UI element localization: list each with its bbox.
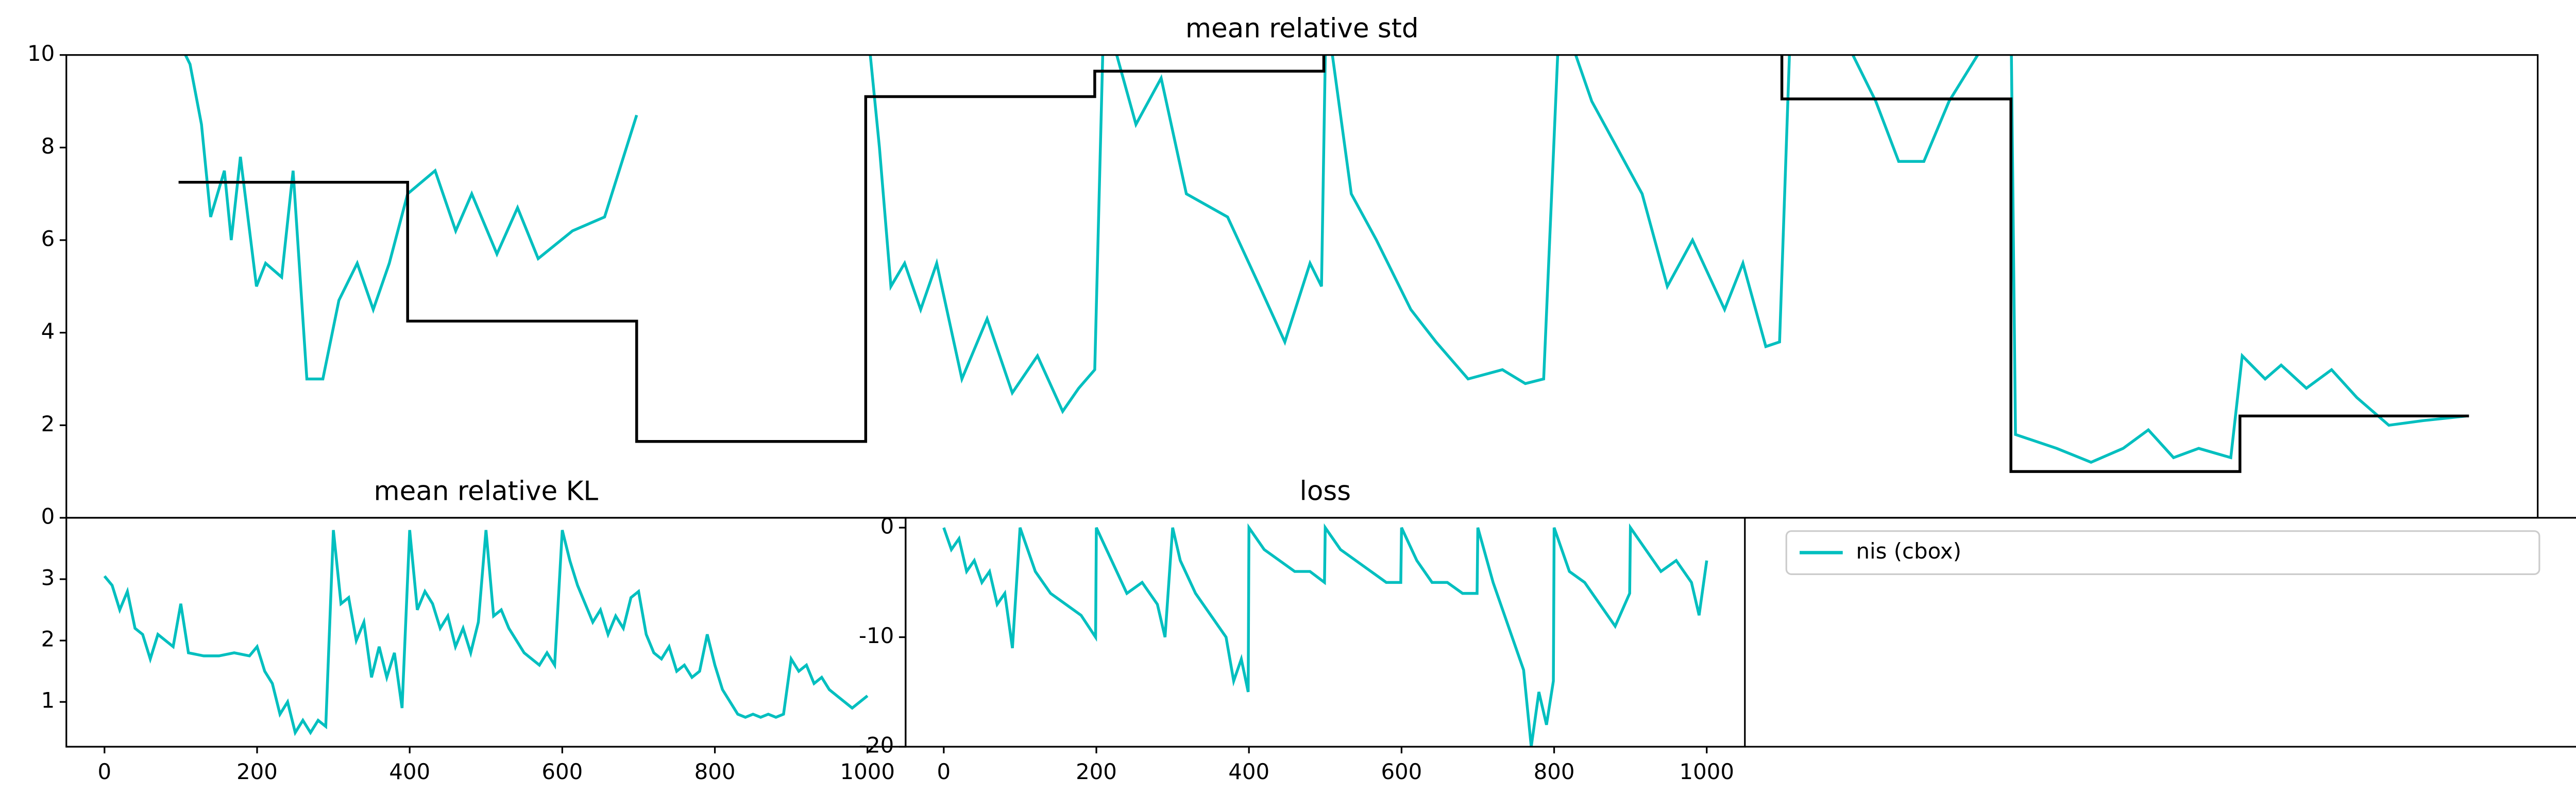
x-tick-label: 400 [1228,759,1269,784]
axes-frame [65,517,907,748]
chart-title: mean relative KL [374,476,599,507]
x-tick-label: 200 [236,759,278,784]
series-line [942,523,1708,747]
y-tick-label: 0 [41,503,55,529]
x-tick-label: 0 [98,759,112,784]
axes-frame [905,517,1746,748]
y-tick-label: 6 [41,226,55,251]
x-tick-label: 800 [694,759,736,784]
x-tick-label: 1000 [840,759,894,784]
legend-label: nis (cbox) [1856,538,1961,564]
x-tick-label: 200 [1076,759,1117,784]
x-tick-label: 600 [541,759,583,784]
y-tick-label: 2 [41,411,55,436]
y-tick-label: 8 [41,133,55,159]
y-tick-label: 3 [41,565,55,590]
y-tick-label: 2 [41,627,55,652]
x-tick-label: 400 [389,759,430,784]
series-line [178,55,2469,473]
x-tick-label: 600 [1381,759,1422,784]
y-tick-label: -10 [859,623,894,648]
y-tick-label: 1 [41,688,55,713]
chart-title: mean relative std [1185,13,1419,44]
x-tick-label: 800 [1534,759,1575,784]
chart-title: loss [1300,476,1351,507]
y-tick-label: 10 [27,41,55,66]
y-tick-label: -20 [859,733,894,758]
legend-box [1785,530,2540,575]
series-line [103,530,869,736]
series-line [183,55,2467,464]
y-tick-label: 4 [41,318,55,344]
x-tick-label: 0 [937,759,951,784]
y-tick-label: 0 [880,514,894,539]
x-tick-label: 1000 [1680,759,1735,784]
